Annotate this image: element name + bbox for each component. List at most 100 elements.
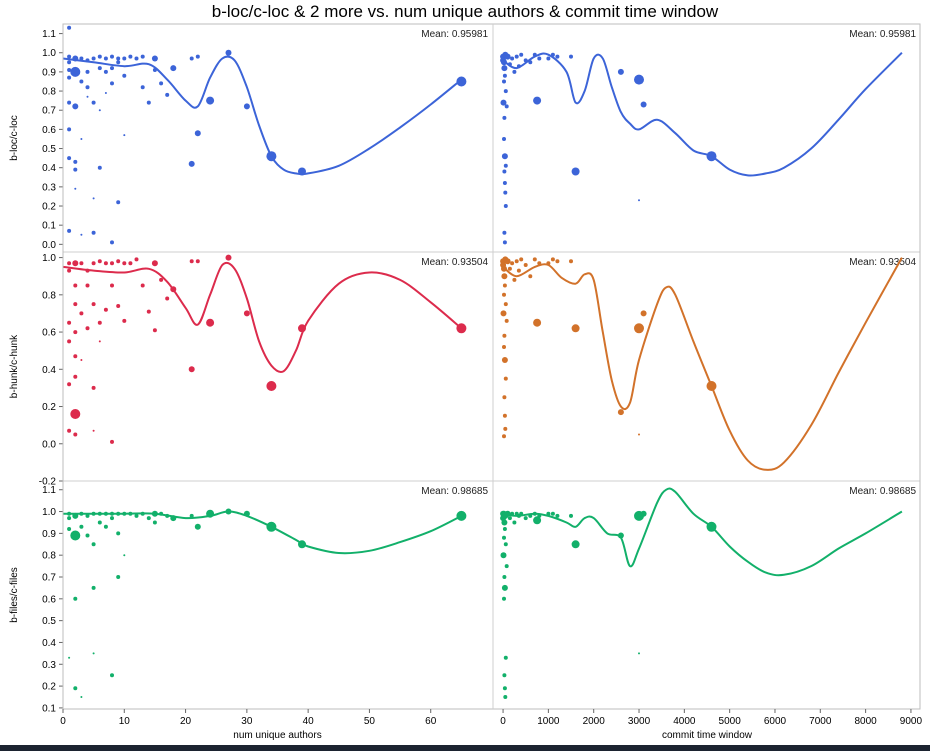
y-tick-label: 0.5 [42,144,56,155]
data-point [569,54,573,59]
data-point [67,320,72,325]
data-point [189,513,194,518]
data-point [97,520,102,525]
data-point [103,56,108,61]
data-point [456,76,467,87]
data-point [103,69,108,74]
data-point [507,266,512,271]
data-point [514,259,519,264]
data-point [170,65,177,72]
data-point [91,302,96,307]
x-tick-label: 50 [364,716,376,727]
data-point [502,137,506,141]
data-point [194,523,201,530]
data-point [70,530,81,541]
y-tick-label: 0.3 [42,660,56,671]
data-point [504,318,509,323]
data-point [502,535,506,540]
data-point [502,434,506,439]
data-point [503,376,508,381]
data-point [159,81,164,86]
data-point [73,354,78,359]
data-point [134,56,139,61]
data-point [550,511,555,516]
y-tick-label: 0.6 [42,328,56,339]
data-point [502,673,507,678]
data-point [502,181,507,185]
smoother-curve [62,510,462,555]
x-tick-label: 5000 [719,716,742,727]
data-point [67,75,72,80]
data-point [501,153,508,160]
data-point [122,318,127,323]
data-point [97,259,102,264]
data-point [73,283,78,288]
x-tick-label: 1000 [537,716,560,727]
y-tick-label: 0.8 [42,87,56,98]
data-point [188,160,195,167]
data-point [532,257,537,262]
data-point [569,513,573,518]
x-tick-label: 4000 [673,716,696,727]
data-point [146,516,151,521]
data-point [103,524,108,529]
data-point [523,516,528,521]
data-point [537,56,542,61]
data-point [189,259,194,264]
data-point [555,259,560,264]
data-point [116,56,121,61]
data-point [85,513,90,518]
data-point [67,261,72,266]
data-point [189,56,194,61]
y-tick-label: 0.2 [42,682,56,693]
data-point [128,261,133,266]
data-point [123,134,126,137]
data-point [502,240,507,245]
y-tick-label: 0.7 [42,106,56,117]
data-point [73,330,78,335]
data-point [110,54,114,59]
x-tick-label: 0 [500,716,506,727]
data-point [165,296,170,301]
mean-label: Mean: 0.95981 [421,29,488,40]
y-tick-label: -0.2 [39,477,57,488]
data-point [504,258,511,265]
data-point [79,524,84,529]
data-point [67,268,72,273]
data-point [85,326,90,331]
data-point [122,261,127,266]
y-axis-label: b-loc/c-loc [9,115,20,161]
y-tick-label: 0.2 [42,402,56,413]
data-point [188,366,195,373]
data-point [243,310,250,317]
data-point [533,516,542,525]
data-point [206,96,215,105]
y-axis-label: b-files/c-files [9,567,20,623]
data-point [85,69,90,74]
data-point [266,381,277,391]
data-point [67,228,72,233]
y-tick-label: 1.0 [42,253,56,264]
data-point [134,513,139,518]
data-point [91,585,96,590]
x-tick-label: 9000 [900,716,923,727]
data-point [502,686,507,691]
y-tick-label: 0.6 [42,125,56,136]
data-point [523,263,528,267]
data-point [638,433,640,436]
data-point [116,200,121,205]
y-tick-label: 1.0 [42,507,56,518]
data-point [501,519,508,526]
y-tick-label: 0.4 [42,365,56,376]
data-point [98,340,101,343]
data-point [571,540,580,549]
y-tick-label: 0.6 [42,594,56,605]
data-point [67,60,72,65]
data-point [73,159,78,164]
data-point [85,533,90,538]
data-point [85,283,90,288]
data-point [110,261,114,266]
data-point [555,54,560,59]
y-tick-label: 0.5 [42,616,56,627]
data-point [67,54,72,59]
